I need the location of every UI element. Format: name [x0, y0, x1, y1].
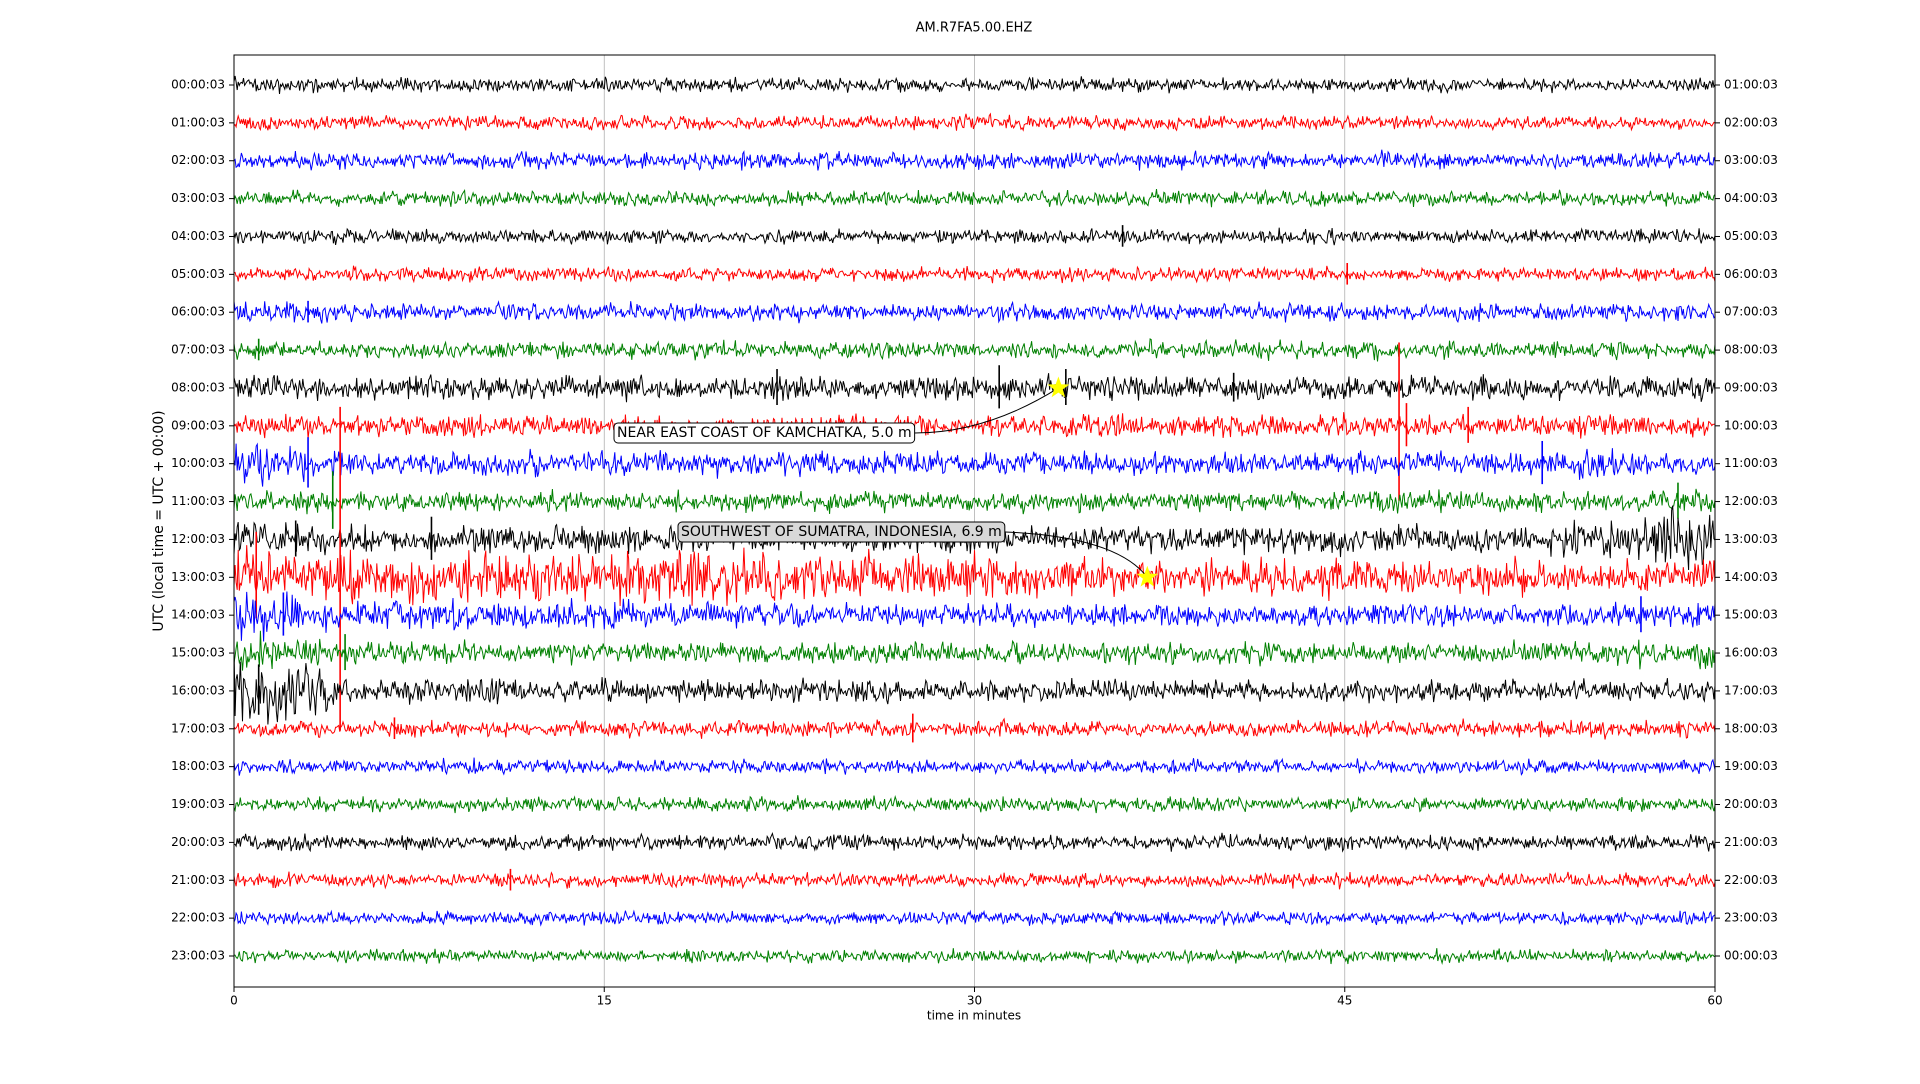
y-tick-label: 05:00:03 — [171, 267, 225, 281]
y2-tick-label: 21:00:03 — [1724, 835, 1778, 849]
x-tick-label: 30 — [967, 994, 982, 1008]
trace — [233, 909, 1716, 927]
y-tick-label: 17:00:03 — [171, 721, 225, 735]
y-tick-label: 20:00:03 — [171, 835, 225, 849]
y2-tick-label: 08:00:03 — [1724, 343, 1778, 357]
y-tick-label: 18:00:03 — [171, 759, 225, 773]
trace — [233, 505, 1716, 571]
trace — [233, 871, 1716, 890]
trace — [233, 338, 1716, 362]
annotation-label: NEAR EAST COAST OF KAMCHATKA, 5.0 m — [617, 425, 912, 441]
trace — [233, 149, 1716, 171]
y-tick-label: 01:00:03 — [171, 115, 225, 129]
y2-tick-label: 15:00:03 — [1724, 608, 1778, 622]
y2-tick-label: 17:00:03 — [1724, 683, 1778, 697]
y2-tick-label: 05:00:03 — [1724, 229, 1778, 243]
y2-tick-label: 04:00:03 — [1724, 191, 1778, 205]
x-axis-label: time in minutes — [927, 1009, 1021, 1023]
trace — [233, 591, 1716, 642]
y-tick-label: 07:00:03 — [171, 343, 225, 357]
y2-tick-label: 03:00:03 — [1724, 153, 1778, 167]
event-annotation: SOUTHWEST OF SUMATRA, INDONESIA, 6.9 m — [677, 521, 1148, 578]
y-tick-label: 08:00:03 — [171, 380, 225, 394]
trace — [233, 717, 1716, 740]
y-tick-label: 10:00:03 — [171, 456, 225, 470]
trace — [233, 442, 1716, 487]
trace — [233, 75, 1716, 95]
annotation-label: SOUTHWEST OF SUMATRA, INDONESIA, 6.9 m — [681, 524, 1002, 540]
trace — [233, 373, 1716, 403]
y2-tick-label: 18:00:03 — [1724, 721, 1778, 735]
x-tick-label: 60 — [1707, 994, 1722, 1008]
y2-tick-label: 11:00:03 — [1724, 456, 1778, 470]
y-tick-label: 14:00:03 — [171, 608, 225, 622]
trace — [233, 948, 1716, 965]
y2-tick-label: 13:00:03 — [1724, 532, 1778, 546]
annotation-arrow — [914, 387, 1059, 434]
trace — [233, 488, 1716, 515]
trace — [233, 630, 1716, 671]
y-tick-label: 11:00:03 — [171, 494, 225, 508]
y2-tick-label: 23:00:03 — [1724, 911, 1778, 925]
trace — [233, 227, 1716, 246]
trace — [233, 545, 1716, 607]
y-tick-label: 16:00:03 — [171, 683, 225, 697]
trace — [233, 757, 1716, 776]
y2-tick-label: 19:00:03 — [1724, 759, 1778, 773]
y-tick-label: 04:00:03 — [171, 229, 225, 243]
plot-frame — [233, 54, 1716, 988]
x-tick-label: 45 — [1337, 994, 1352, 1008]
y-tick-label: 23:00:03 — [171, 949, 225, 963]
trace — [233, 644, 1716, 725]
chart-title: AM.R7FA5.00.EHZ — [916, 21, 1033, 36]
y-tick-label: 03:00:03 — [171, 191, 225, 205]
annotation-arrow — [1004, 531, 1148, 578]
y-tick-label: 00:00:03 — [171, 78, 225, 92]
y-tick-label: 19:00:03 — [171, 797, 225, 811]
y2-tick-label: 20:00:03 — [1724, 797, 1778, 811]
x-tick-label: 15 — [597, 994, 612, 1008]
y2-tick-label: 22:00:03 — [1724, 873, 1778, 887]
trace — [233, 112, 1716, 132]
trace — [233, 265, 1716, 284]
y-tick-label: 09:00:03 — [171, 418, 225, 432]
y2-tick-label: 02:00:03 — [1724, 115, 1778, 129]
y-tick-label: 22:00:03 — [171, 911, 225, 925]
trace — [233, 794, 1716, 814]
y2-tick-label: 06:00:03 — [1724, 267, 1778, 281]
y2-tick-label: 16:00:03 — [1724, 646, 1778, 660]
x-tick-label: 0 — [230, 994, 238, 1008]
y2-tick-label: 12:00:03 — [1724, 494, 1778, 508]
y2-tick-label: 01:00:03 — [1724, 78, 1778, 92]
y-tick-label: 21:00:03 — [171, 873, 225, 887]
y2-tick-label: 09:00:03 — [1724, 380, 1778, 394]
y-tick-label: 06:00:03 — [171, 305, 225, 319]
event-marker — [1047, 376, 1070, 398]
y2-tick-label: 00:00:03 — [1724, 949, 1778, 963]
y2-tick-label: 10:00:03 — [1724, 418, 1778, 432]
trace — [233, 831, 1716, 853]
event-annotation: NEAR EAST COAST OF KAMCHATKA, 5.0 m — [613, 387, 1059, 444]
event-marker — [1136, 565, 1159, 587]
trace — [233, 188, 1716, 208]
y-tick-label: 13:00:03 — [171, 570, 225, 584]
trace — [233, 300, 1716, 324]
y2-tick-label: 14:00:03 — [1724, 570, 1778, 584]
y-tick-label: 02:00:03 — [171, 153, 225, 167]
y-tick-label: 15:00:03 — [171, 646, 225, 660]
y-tick-label: 12:00:03 — [171, 532, 225, 546]
y2-tick-label: 07:00:03 — [1724, 305, 1778, 319]
y-axis-label: UTC (local time = UTC + 00:00) — [151, 410, 167, 631]
